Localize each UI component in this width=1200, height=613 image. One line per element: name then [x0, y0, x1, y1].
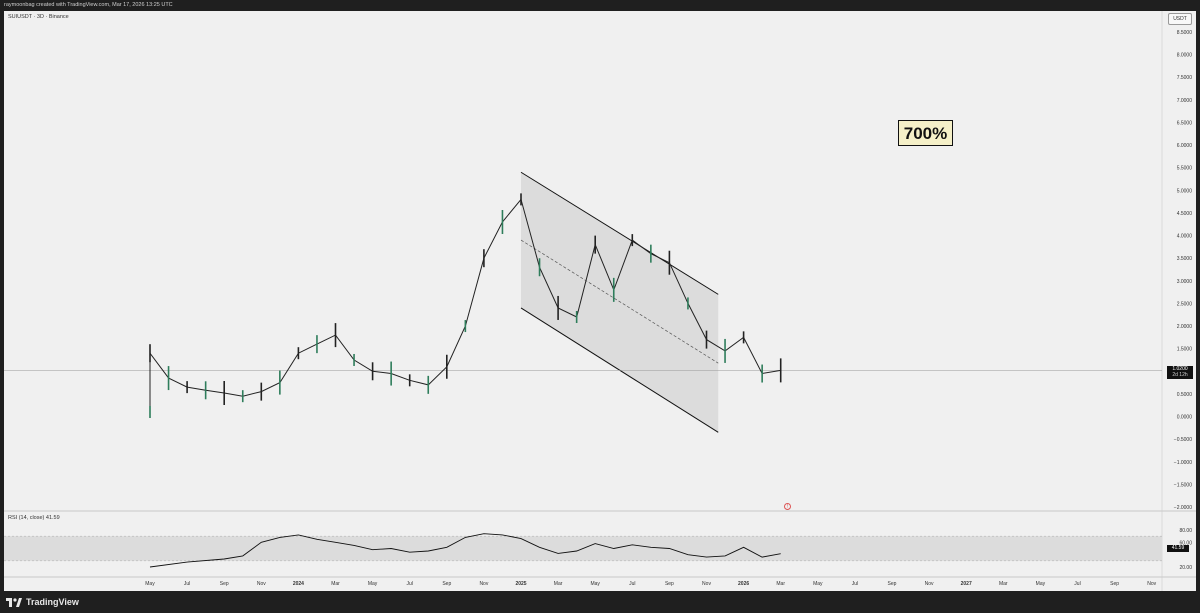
- time-axis-tick: Mar: [554, 581, 563, 587]
- last-price-badge: 1.0200 2d 12h: [1167, 366, 1193, 379]
- rsi-axis-tick: 80.00: [1179, 528, 1192, 534]
- price-axis-tick: 2.5000: [1177, 301, 1193, 307]
- rsi-value-badge: 41.59: [1167, 545, 1189, 552]
- time-axis-tick: Nov: [702, 581, 711, 587]
- price-axis-tick: 3.5000: [1177, 256, 1193, 262]
- bar-countdown: 2d 12h: [1172, 372, 1188, 378]
- channel-mid-line: [520, 239, 719, 364]
- time-axis-tick: Jul: [629, 581, 635, 587]
- time-axis-tick: Sep: [220, 581, 229, 587]
- price-axis-tick: 2.0000: [1177, 324, 1193, 330]
- price-axis-tick: 8.0000: [1177, 53, 1193, 59]
- brand-name: TradingView: [26, 597, 79, 607]
- price-axis-tick: 6.0000: [1177, 143, 1193, 149]
- price-axis-tick: 5.5000: [1177, 166, 1193, 172]
- time-axis-tick: May: [813, 581, 823, 587]
- price-axis-tick: 5.0000: [1177, 188, 1193, 194]
- alert-icon[interactable]: !: [784, 503, 791, 510]
- price-axis-tick: −1.0000: [1174, 460, 1192, 466]
- rsi-axis-tick: 60.00: [1179, 540, 1192, 546]
- price-axis-tick: −0.5000: [1174, 437, 1192, 443]
- price-chart-svg[interactable]: 8.5000 8.0000 7.5000 7.0000 6.5000 6.0000 5.50…: [4, 11, 1196, 591]
- tradingview-logo-icon: [6, 597, 22, 608]
- time-axis-tick: Sep: [1110, 581, 1119, 587]
- price-axis-tick: 0.0000: [1177, 415, 1193, 421]
- price-series-line: [149, 198, 781, 412]
- percent-annotation[interactable]: 700%: [898, 120, 953, 146]
- rsi-axis-tick: 20.00: [1179, 565, 1192, 571]
- price-axis-tick: −2.0000: [1174, 505, 1192, 511]
- time-axis-tick: May: [368, 581, 378, 587]
- time-axis-tick: May: [1036, 581, 1046, 587]
- time-axis-tick: Mar: [331, 581, 340, 587]
- price-axis-tick: 6.5000: [1177, 120, 1193, 126]
- symbol-label: SUIUSDT · 3D · Binance: [8, 14, 69, 20]
- time-axis-tick: Sep: [442, 581, 451, 587]
- time-axis-tick: May: [145, 581, 155, 587]
- last-price-value: 1.0200: [1172, 366, 1188, 372]
- channel-fill: [521, 172, 719, 433]
- time-axis-tick: 2027: [961, 581, 972, 587]
- price-axis-tick: 0.5000: [1177, 392, 1193, 398]
- attribution-text: raymoonbag created with TradingView.com,…: [4, 2, 173, 8]
- time-axis-tick: Jul: [184, 581, 190, 587]
- time-axis-tick: Sep: [665, 581, 674, 587]
- time-axis-tick: 2025: [515, 581, 526, 587]
- time-axis-tick: Nov: [257, 581, 266, 587]
- price-axis-tick: 3.0000: [1177, 279, 1193, 285]
- price-axis-tick: 7.0000: [1177, 98, 1193, 104]
- time-axis-tick: Mar: [776, 581, 785, 587]
- time-axis-tick: 2026: [738, 581, 749, 587]
- footer-bar: [0, 591, 1200, 613]
- time-axis-tick: Nov: [479, 581, 488, 587]
- time-axis-tick: Sep: [888, 581, 897, 587]
- time-axis-tick: May: [590, 581, 600, 587]
- tradingview-brand[interactable]: TradingView: [6, 594, 79, 610]
- chart-area[interactable]: 8.5000 8.0000 7.5000 7.0000 6.5000 6.0000 5.50…: [4, 11, 1196, 591]
- time-axis-tick: Jul: [406, 581, 412, 587]
- time-axis-tick: 2024: [293, 581, 304, 587]
- time-axis-tick: Nov: [925, 581, 934, 587]
- price-axis-tick: 7.5000: [1177, 75, 1193, 81]
- rsi-indicator-label[interactable]: RSI (14, close) 41.59: [8, 515, 60, 521]
- currency-badge[interactable]: USDT: [1168, 13, 1192, 25]
- channel-upper-line: [520, 171, 719, 295]
- time-axis-tick: Jul: [1074, 581, 1080, 587]
- price-axis-tick: 8.5000: [1177, 30, 1193, 36]
- price-axis-tick: −1.5000: [1174, 482, 1192, 488]
- price-axis-tick: 4.0000: [1177, 234, 1193, 240]
- price-axis-tick: 1.5000: [1177, 347, 1193, 353]
- attribution-bar: raymoonbag created with TradingView.com,…: [0, 0, 1200, 11]
- time-axis-tick: Mar: [999, 581, 1008, 587]
- time-axis-tick: Jul: [852, 581, 858, 587]
- rsi-series-line: [149, 533, 781, 568]
- price-axis-tick: 4.5000: [1177, 211, 1193, 217]
- time-axis-tick: Nov: [1147, 581, 1156, 587]
